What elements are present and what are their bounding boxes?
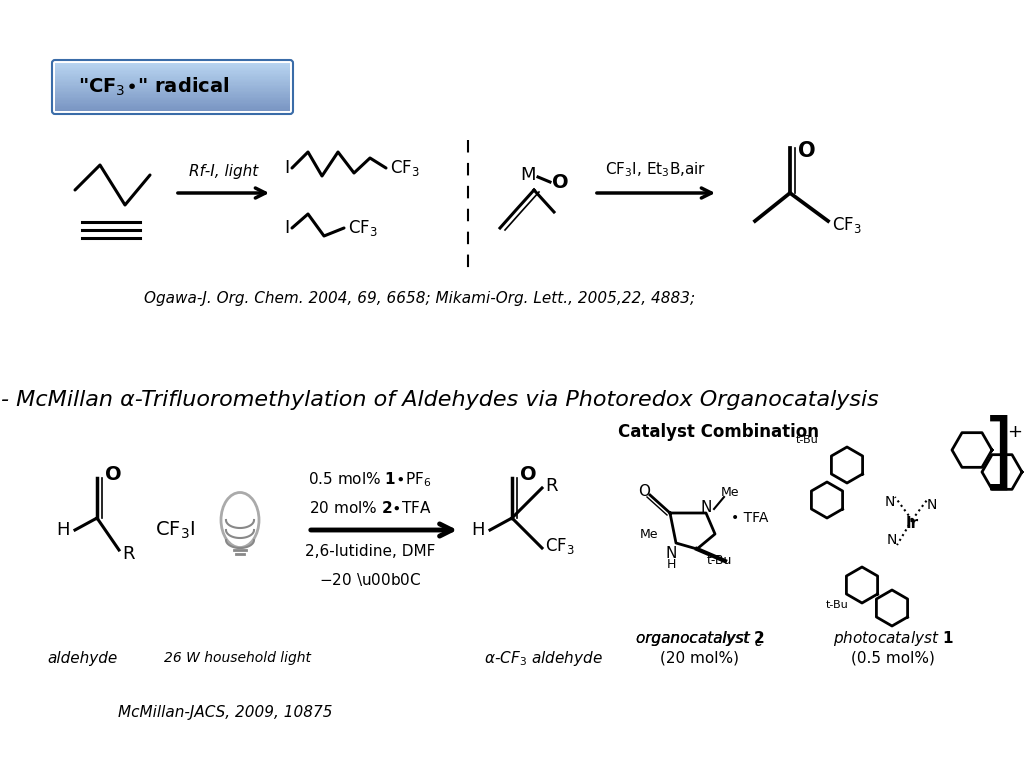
Text: t-Bu: t-Bu — [796, 435, 818, 445]
Text: I: I — [285, 159, 290, 177]
Bar — [55, 65, 290, 67]
Text: (20 mol%): (20 mol%) — [660, 650, 739, 666]
Text: N: N — [927, 498, 937, 512]
Text: photocatalyst $\mathbf{1}$: photocatalyst $\mathbf{1}$ — [833, 628, 953, 647]
Bar — [55, 87, 290, 88]
Bar — [55, 99, 290, 100]
Bar — [55, 69, 290, 70]
Text: 26 W household light: 26 W household light — [165, 651, 311, 665]
Bar — [55, 81, 290, 82]
Text: CF$_3$: CF$_3$ — [831, 215, 862, 235]
Bar — [55, 71, 290, 73]
Text: CF$_3$: CF$_3$ — [545, 536, 574, 556]
Bar — [55, 93, 290, 94]
Text: 0.5 mol% $\mathbf{1}$$\bullet$PF$_6$: 0.5 mol% $\mathbf{1}$$\bullet$PF$_6$ — [308, 471, 432, 489]
Text: H: H — [56, 521, 70, 539]
Bar — [55, 110, 290, 111]
Bar — [55, 67, 290, 68]
Text: N: N — [887, 533, 897, 547]
Text: H: H — [471, 521, 485, 539]
Bar — [55, 73, 290, 74]
Bar — [55, 95, 290, 97]
Bar — [55, 89, 290, 91]
Bar — [55, 106, 290, 108]
Text: 2,6-lutidine, DMF: 2,6-lutidine, DMF — [305, 545, 435, 560]
Text: O: O — [520, 465, 537, 485]
Text: t-Bu: t-Bu — [707, 554, 732, 567]
Bar — [55, 100, 290, 101]
Text: N: N — [666, 545, 677, 561]
Text: Ir: Ir — [905, 515, 919, 531]
Text: McMillan-JACS, 2009, 10875: McMillan-JACS, 2009, 10875 — [118, 704, 333, 720]
Bar — [55, 104, 290, 105]
Bar — [55, 84, 290, 86]
Text: $-$20 \u00b0C: $-$20 \u00b0C — [318, 571, 421, 588]
Text: O: O — [552, 173, 568, 191]
Text: I: I — [285, 219, 290, 237]
Bar — [55, 101, 290, 103]
Bar — [55, 97, 290, 98]
Text: Rf-I, light: Rf-I, light — [188, 164, 258, 179]
Bar — [55, 76, 290, 78]
Text: Ogawa-J. Org. Chem. 2004, 69, 6658; Mikami-Org. Lett., 2005,22, 4883;: Ogawa-J. Org. Chem. 2004, 69, 6658; Mika… — [144, 290, 695, 306]
Bar — [55, 103, 290, 104]
Text: CF$_3$: CF$_3$ — [390, 158, 420, 178]
Text: Catalyst Combination: Catalyst Combination — [617, 423, 818, 441]
Bar — [55, 92, 290, 93]
Text: H: H — [667, 558, 676, 571]
Bar — [55, 105, 290, 106]
Bar — [55, 74, 290, 75]
Bar — [55, 86, 290, 87]
Text: - McMillan α-Trifluoromethylation of Aldehydes via Photoredox Organocatalysis: - McMillan α-Trifluoromethylation of Ald… — [1, 390, 879, 410]
Bar — [55, 82, 290, 84]
Text: O: O — [798, 141, 816, 161]
Bar — [55, 80, 290, 81]
Text: CF$_3$: CF$_3$ — [348, 218, 378, 238]
Bar — [55, 78, 290, 80]
Text: R: R — [122, 545, 134, 563]
Text: 20 mol% $\mathbf{2}$$\bullet$TFA: 20 mol% $\mathbf{2}$$\bullet$TFA — [308, 500, 431, 516]
Text: O: O — [638, 484, 650, 498]
Text: CF$_3$I: CF$_3$I — [155, 519, 195, 541]
Text: ]: ] — [982, 415, 1014, 495]
Bar — [55, 70, 290, 71]
Text: aldehyde: aldehyde — [47, 650, 117, 666]
Text: CF$_3$I, Et$_3$B,air: CF$_3$I, Et$_3$B,air — [605, 161, 707, 179]
Bar — [55, 63, 290, 65]
Bar — [55, 98, 290, 99]
Text: R: R — [545, 477, 557, 495]
Text: • TFA: • TFA — [731, 511, 768, 525]
Bar — [55, 91, 290, 92]
Bar — [55, 75, 290, 76]
Text: t-Bu: t-Bu — [825, 600, 848, 610]
Bar — [55, 88, 290, 89]
Text: Me: Me — [640, 528, 658, 541]
Bar — [55, 68, 290, 69]
Text: +: + — [1007, 423, 1022, 441]
Text: O: O — [105, 465, 122, 485]
Bar — [55, 108, 290, 110]
Text: organocatalyst $\mathbf{2}$: organocatalyst $\mathbf{2}$ — [635, 628, 765, 647]
Text: M: M — [520, 166, 536, 184]
Text: (0.5 mol%): (0.5 mol%) — [851, 650, 935, 666]
Text: N: N — [885, 495, 895, 509]
Bar — [55, 94, 290, 95]
Text: $\alpha$-CF$_3$ aldehyde: $\alpha$-CF$_3$ aldehyde — [483, 648, 602, 667]
Text: N: N — [700, 501, 712, 515]
Text: "CF$_3$$\bullet$" radical: "CF$_3$$\bullet$" radical — [78, 76, 229, 98]
Text: Me: Me — [721, 486, 739, 499]
Text: organocatalyst ¿: organocatalyst ¿ — [637, 631, 764, 645]
